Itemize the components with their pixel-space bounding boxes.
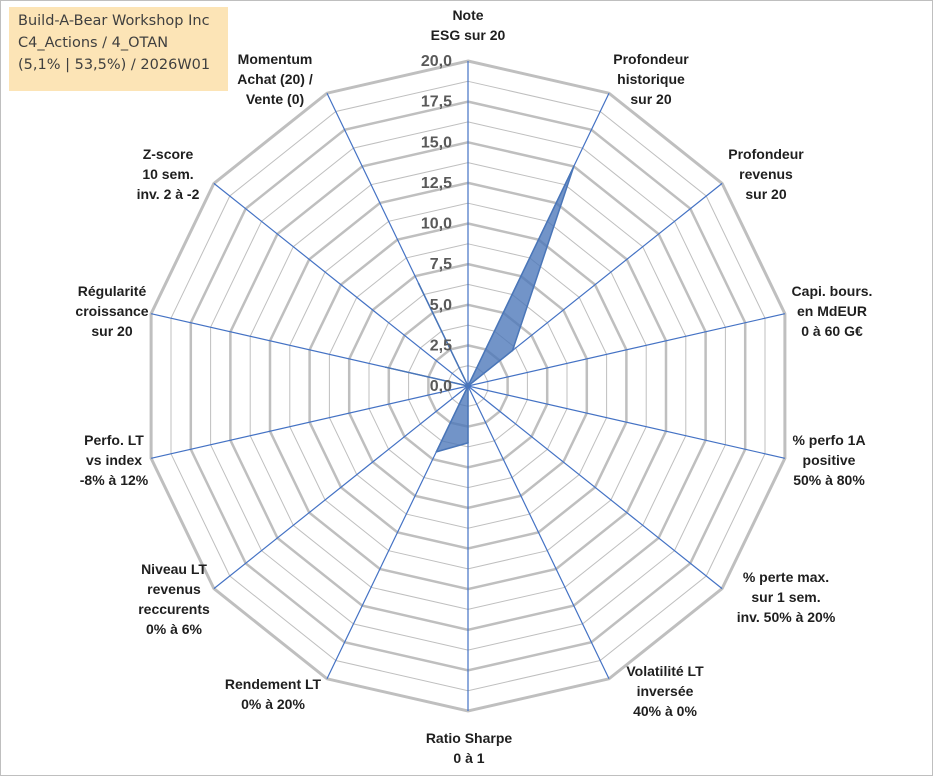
tick-label: 12,5: [421, 175, 452, 192]
category-label-line: 0 à 1: [453, 750, 484, 766]
category-label: Z-score 10 sem. inv. 2 à -2: [137, 146, 200, 202]
tick-label: 7,5: [430, 256, 452, 273]
category-label: Niveau LT revenus reccurents 0% à 6%: [138, 561, 210, 637]
radar-spoke: [467, 385, 723, 590]
radar-series: [384, 165, 575, 453]
category-label: Capi. bours. en MdEUR 0 à 60 G€: [792, 283, 873, 339]
category-label: Volatilité LT inversée 40% à 0%: [626, 663, 704, 719]
title-line-stats: (5,1% | 53,5%) / 2026W01: [18, 57, 211, 73]
category-label: % perte max. sur 1 sem. inv. 50% à 20%: [737, 569, 836, 625]
tick-label: 2,5: [430, 337, 452, 354]
category-label-line: Ratio Sharpe: [426, 730, 513, 746]
category-label-line: Capi. bours.: [792, 283, 873, 299]
tick-label: 15,0: [421, 134, 452, 151]
category-label: % perfo 1A positive 50% à 80%: [792, 432, 865, 488]
radar-spoke: [213, 182, 469, 387]
radar-spoke: [467, 313, 786, 387]
category-label-line: sur 1 sem.: [751, 589, 820, 605]
category-label-line: 40% à 0%: [633, 703, 697, 719]
category-label-line: Régularité: [78, 283, 147, 299]
category-label-line: 0% à 6%: [146, 621, 203, 637]
category-label: Régularité croissance sur 20: [75, 283, 148, 339]
category-label-line: Momentum: [238, 51, 313, 67]
category-label-line: Profondeur: [613, 51, 689, 67]
title-box: Build-A-Bear Workshop Inc C4_Actions / 4…: [9, 7, 228, 91]
category-label: Rendement LT 0% à 20%: [225, 676, 322, 712]
category-label-line: vs index: [86, 452, 142, 468]
radar-spoke: [467, 385, 786, 459]
category-label-line: Profondeur: [728, 146, 804, 162]
category-label-line: 50% à 80%: [793, 472, 865, 488]
tick-label: 0,0: [430, 378, 452, 395]
category-label-line: Rendement LT: [225, 676, 322, 692]
category-label-line: Achat (20) /: [237, 71, 313, 87]
category-label-line: historique: [617, 71, 685, 87]
series-point: [573, 165, 575, 168]
category-label-line: Vente (0): [246, 91, 304, 107]
category-label-line: inv. 50% à 20%: [737, 609, 836, 625]
series-point: [467, 442, 469, 444]
category-label-line: 0 à 60 G€: [801, 323, 863, 339]
category-label-line: reccurents: [138, 601, 210, 617]
category-label-line: Niveau LT: [141, 561, 207, 577]
category-label: Profondeur revenus sur 20: [728, 146, 804, 202]
category-label-line: Note: [452, 7, 483, 23]
category-label-line: Perfo. LT: [84, 432, 144, 448]
category-label-line: 10 sem.: [142, 166, 193, 182]
category-label-line: Volatilité LT: [626, 663, 704, 679]
category-label-line: revenus: [147, 581, 201, 597]
radar-spoke: [213, 385, 469, 590]
category-label-line: ESG sur 20: [431, 27, 506, 43]
radar-spoke: [467, 385, 610, 680]
category-label-line: inversée: [637, 683, 694, 699]
tick-label: 20,0: [421, 53, 452, 70]
series-point: [435, 451, 438, 453]
category-label-line: -8% à 12%: [80, 472, 149, 488]
series-point: [384, 366, 387, 369]
series-point: [417, 282, 420, 285]
title-line-category: C4_Actions / 4_OTAN: [18, 35, 169, 51]
category-label: Momentum Achat (20) / Vente (0): [237, 51, 313, 107]
radar-spoke: [150, 385, 469, 459]
series-point: [467, 385, 469, 387]
category-label: Ratio Sharpe 0 à 1: [426, 730, 513, 766]
series-point: [511, 349, 514, 352]
category-label-line: croissance: [75, 303, 148, 319]
tick-label: 17,5: [421, 94, 452, 111]
radar-category-labels: Note ESG sur 20 Profondeur historique sur 20…: [75, 7, 872, 766]
category-label-line: % perte max.: [743, 569, 829, 585]
category-label-line: 0% à 20%: [241, 696, 305, 712]
title-line-company: Build-A-Bear Workshop Inc: [18, 13, 210, 29]
category-label-line: Z-score: [143, 146, 194, 162]
category-label: Note ESG sur 20: [431, 7, 506, 43]
category-label-line: sur 20: [630, 91, 671, 107]
category-label-line: en MdEUR: [797, 303, 867, 319]
category-label-line: sur 20: [745, 186, 786, 202]
category-label: Profondeur historique sur 20: [613, 51, 689, 107]
radar-tick-labels: 0,0 2,5 5,0 7,5 10,0 12,5 15,0 17,5 20,0: [421, 53, 452, 395]
tick-label: 5,0: [430, 297, 452, 314]
tick-label: 10,0: [421, 216, 452, 233]
category-label-line: sur 20: [91, 323, 132, 339]
category-label-line: revenus: [739, 166, 793, 182]
category-label-line: % perfo 1A: [792, 432, 865, 448]
category-label-line: inv. 2 à -2: [137, 186, 200, 202]
category-label-line: positive: [803, 452, 856, 468]
category-label: Perfo. LT vs index -8% à 12%: [80, 432, 149, 488]
